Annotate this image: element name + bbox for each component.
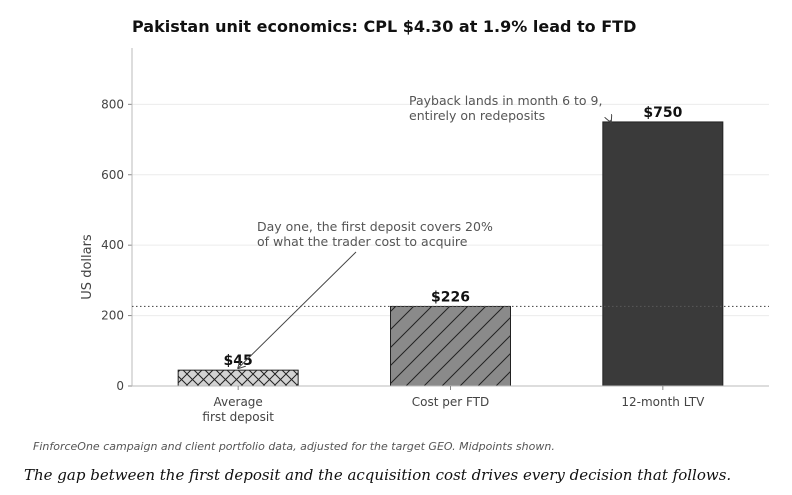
data-label: $226	[431, 289, 470, 305]
chart-title: Pakistan unit economics: CPL $4.30 at 1.…	[132, 17, 636, 36]
x-tick-label: Cost per FTD	[412, 395, 490, 409]
data-label: $750	[643, 105, 682, 121]
annotation-arrow	[238, 251, 357, 368]
bar-hatch	[178, 370, 299, 386]
annotation-text: Day one, the first deposit covers 20% of …	[257, 219, 493, 249]
y-tick-label: 400	[101, 238, 124, 252]
bar-hatch	[390, 306, 511, 386]
caption: The gap between the first deposit and th…	[24, 466, 732, 484]
x-tick-label: Average first deposit	[202, 395, 274, 424]
y-tick-label: 200	[101, 309, 124, 323]
source-note: FinforceOne campaign and client portfoli…	[33, 440, 555, 453]
y-axis-label: US dollars	[80, 234, 95, 300]
annotation-text: Payback lands in month 6 to 9, entirely o…	[409, 93, 602, 123]
data-label: $45	[224, 353, 253, 369]
y-tick-label: 0	[116, 379, 124, 393]
y-tick-label: 600	[101, 168, 124, 182]
x-tick-label: 12-month LTV	[621, 395, 705, 409]
bar-chart: Pakistan unit economics: CPL $4.30 at 1.…	[80, 17, 769, 424]
bar	[602, 121, 724, 387]
annotation-arrow	[610, 120, 611, 122]
y-tick-label: 800	[101, 97, 124, 111]
